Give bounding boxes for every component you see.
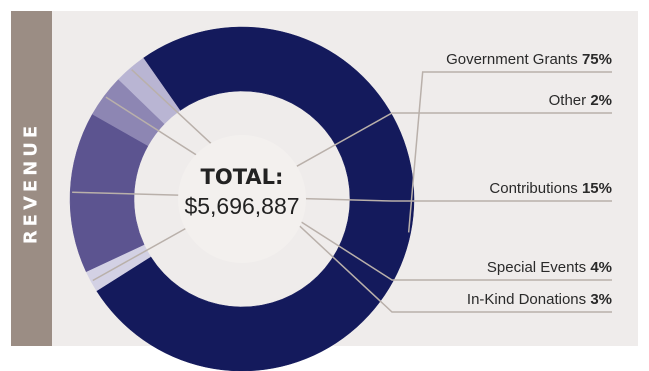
legend-entry: Special Events 4%	[487, 259, 612, 276]
legend-label: Government Grants	[446, 51, 582, 68]
legend-value: 15%	[582, 180, 612, 197]
leader-line	[407, 71, 612, 233]
legend-label: Special Events	[487, 259, 590, 276]
slice-in-kind-donations	[118, 57, 181, 125]
legend-label: In-Kind Donations	[467, 291, 590, 308]
legend-entry: Contributions 15%	[489, 180, 612, 197]
legend-label: Other	[549, 92, 591, 109]
total-value: $5,696,887	[184, 193, 299, 219]
side-band	[11, 11, 52, 346]
legend-value: 2%	[590, 92, 612, 109]
legend: Government Grants 75% Other 2% Contributio…	[446, 51, 612, 308]
legend-value: 4%	[590, 259, 612, 276]
center-disc	[178, 135, 306, 263]
slice-government-grants	[96, 26, 415, 371]
legend-entry: In-Kind Donations 3%	[467, 291, 612, 308]
legend-label: Contributions	[489, 180, 582, 197]
legend-entry: Other 2%	[549, 92, 612, 109]
total-label: TOTAL:	[201, 165, 284, 189]
legend-value: 3%	[590, 291, 612, 308]
legend-entry: Government Grants 75%	[446, 51, 612, 68]
legend-value: 75%	[582, 51, 612, 68]
